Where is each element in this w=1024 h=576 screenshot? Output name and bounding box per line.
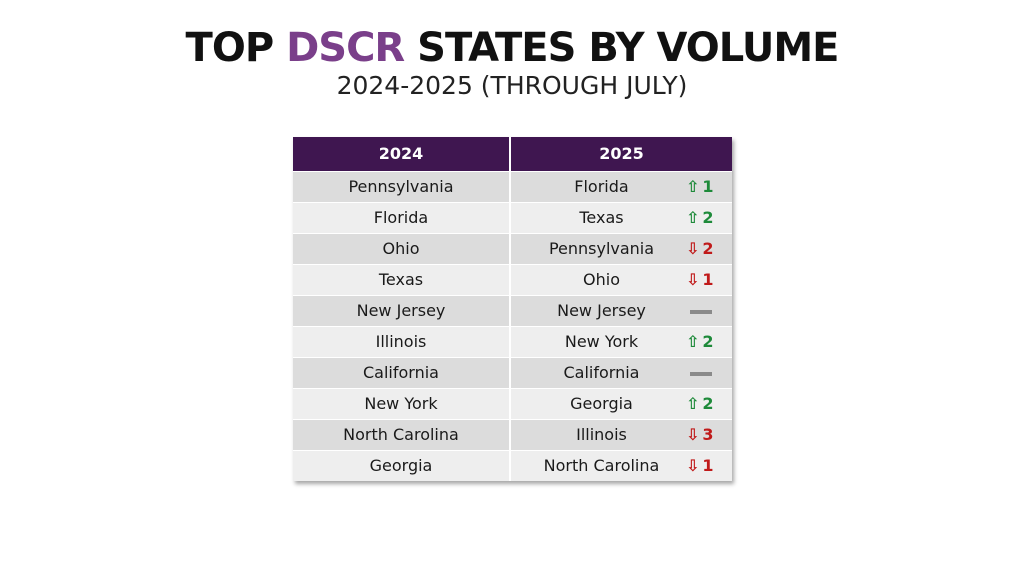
rank-change-value: 1 [702, 456, 714, 475]
table-row: Illinois New York ⇧ 2 [293, 326, 732, 357]
arrow-up-icon: ⇧ [686, 208, 700, 227]
cell-2024-state: Pennsylvania [293, 172, 511, 202]
table-row: California California [293, 357, 732, 388]
cell-2025-state: Georgia [570, 394, 633, 413]
cell-2025: Ohio ⇩ 1 [511, 265, 732, 295]
arrow-down-icon: ⇩ [686, 425, 700, 444]
cell-2025-state: Florida [574, 177, 629, 196]
cell-2025: California [511, 358, 732, 388]
rank-change-value: 3 [702, 425, 714, 444]
rank-change [686, 358, 720, 388]
rank-change: ⇧ 2 [686, 389, 720, 419]
page-title: TOP DSCR STATES BY VOLUME [0, 24, 1024, 72]
unchanged-dash-icon [690, 310, 712, 314]
cell-2024-state: Illinois [293, 327, 511, 357]
title-suffix: STATES BY VOLUME [404, 25, 839, 71]
cell-2025-state: New Jersey [557, 301, 646, 320]
cell-2024-state: Georgia [293, 451, 511, 481]
cell-2025: Illinois ⇩ 3 [511, 420, 732, 450]
arrow-up-icon: ⇧ [686, 332, 700, 351]
cell-2024-state: California [293, 358, 511, 388]
cell-2025-state: Pennsylvania [548, 239, 655, 258]
header-2025: 2025 [599, 144, 644, 163]
rank-change: ⇩ 3 [686, 420, 720, 450]
table-row: New York Georgia ⇧ 2 [293, 388, 732, 419]
rank-change: ⇧ 2 [686, 327, 720, 357]
cell-2025-state: California [563, 363, 640, 382]
cell-2025: Georgia ⇧ 2 [511, 389, 732, 419]
cell-2025-state: New York [564, 332, 639, 351]
arrow-up-icon: ⇧ [686, 394, 700, 413]
unchanged-dash-icon [690, 372, 712, 376]
rank-change [686, 296, 720, 326]
rank-change-value: 2 [702, 394, 714, 413]
table-row: Georgia North Carolina ⇩ 1 [293, 450, 732, 481]
rank-change-value: 1 [702, 270, 714, 289]
cell-2025-state: Ohio [583, 270, 620, 289]
rank-change: ⇩ 1 [686, 451, 720, 481]
cell-2025-state: Texas [579, 208, 624, 227]
arrow-down-icon: ⇩ [686, 239, 700, 258]
table-row: Florida Texas ⇧ 2 [293, 202, 732, 233]
ranking-table: 2024 2025 Pennsylvania Florida ⇧ 1 Florida Te… [293, 137, 732, 481]
rank-change-value: 2 [702, 239, 714, 258]
page-subtitle: 2024-2025 (THROUGH JULY) [336, 71, 688, 100]
rank-change: ⇩ 2 [686, 234, 720, 264]
table-row: Ohio Pennsylvania ⇩ 2 [293, 233, 732, 264]
cell-2025-state: North Carolina [543, 456, 660, 475]
title-accent: DSCR [286, 25, 405, 71]
cell-2025: North Carolina ⇩ 1 [511, 451, 732, 481]
cell-2025: Pennsylvania ⇩ 2 [511, 234, 732, 264]
cell-2024-state: New York [293, 389, 511, 419]
rank-change: ⇩ 1 [686, 265, 720, 295]
cell-2025: Texas ⇧ 2 [511, 203, 732, 233]
arrow-up-icon: ⇧ [686, 177, 700, 196]
cell-2024-state: Texas [293, 265, 511, 295]
rank-change: ⇧ 1 [686, 172, 720, 202]
title-prefix: TOP [185, 25, 287, 71]
table-row: North Carolina Illinois ⇩ 3 [293, 419, 732, 450]
rank-change-value: 2 [702, 332, 714, 351]
rank-change: ⇧ 2 [686, 203, 720, 233]
table-header: 2024 2025 [293, 137, 732, 171]
cell-2025-state: Illinois [576, 425, 627, 444]
table-body: Pennsylvania Florida ⇧ 1 Florida Texas ⇧ 2 Ohio P… [293, 171, 732, 481]
cell-2024-state: Florida [293, 203, 511, 233]
cell-2025: Florida ⇧ 1 [511, 172, 732, 202]
cell-2025: New Jersey [511, 296, 732, 326]
arrow-down-icon: ⇩ [686, 270, 700, 289]
cell-2024-state: Ohio [293, 234, 511, 264]
arrow-down-icon: ⇩ [686, 456, 700, 475]
table-row: Texas Ohio ⇩ 1 [293, 264, 732, 295]
table-row: New Jersey New Jersey [293, 295, 732, 326]
cell-2025: New York ⇧ 2 [511, 327, 732, 357]
cell-2024-state: New Jersey [293, 296, 511, 326]
rank-change-value: 1 [702, 177, 714, 196]
cell-2024-state: North Carolina [293, 420, 511, 450]
header-2024: 2024 [293, 137, 511, 171]
table-row: Pennsylvania Florida ⇧ 1 [293, 171, 732, 202]
rank-change-value: 2 [702, 208, 714, 227]
